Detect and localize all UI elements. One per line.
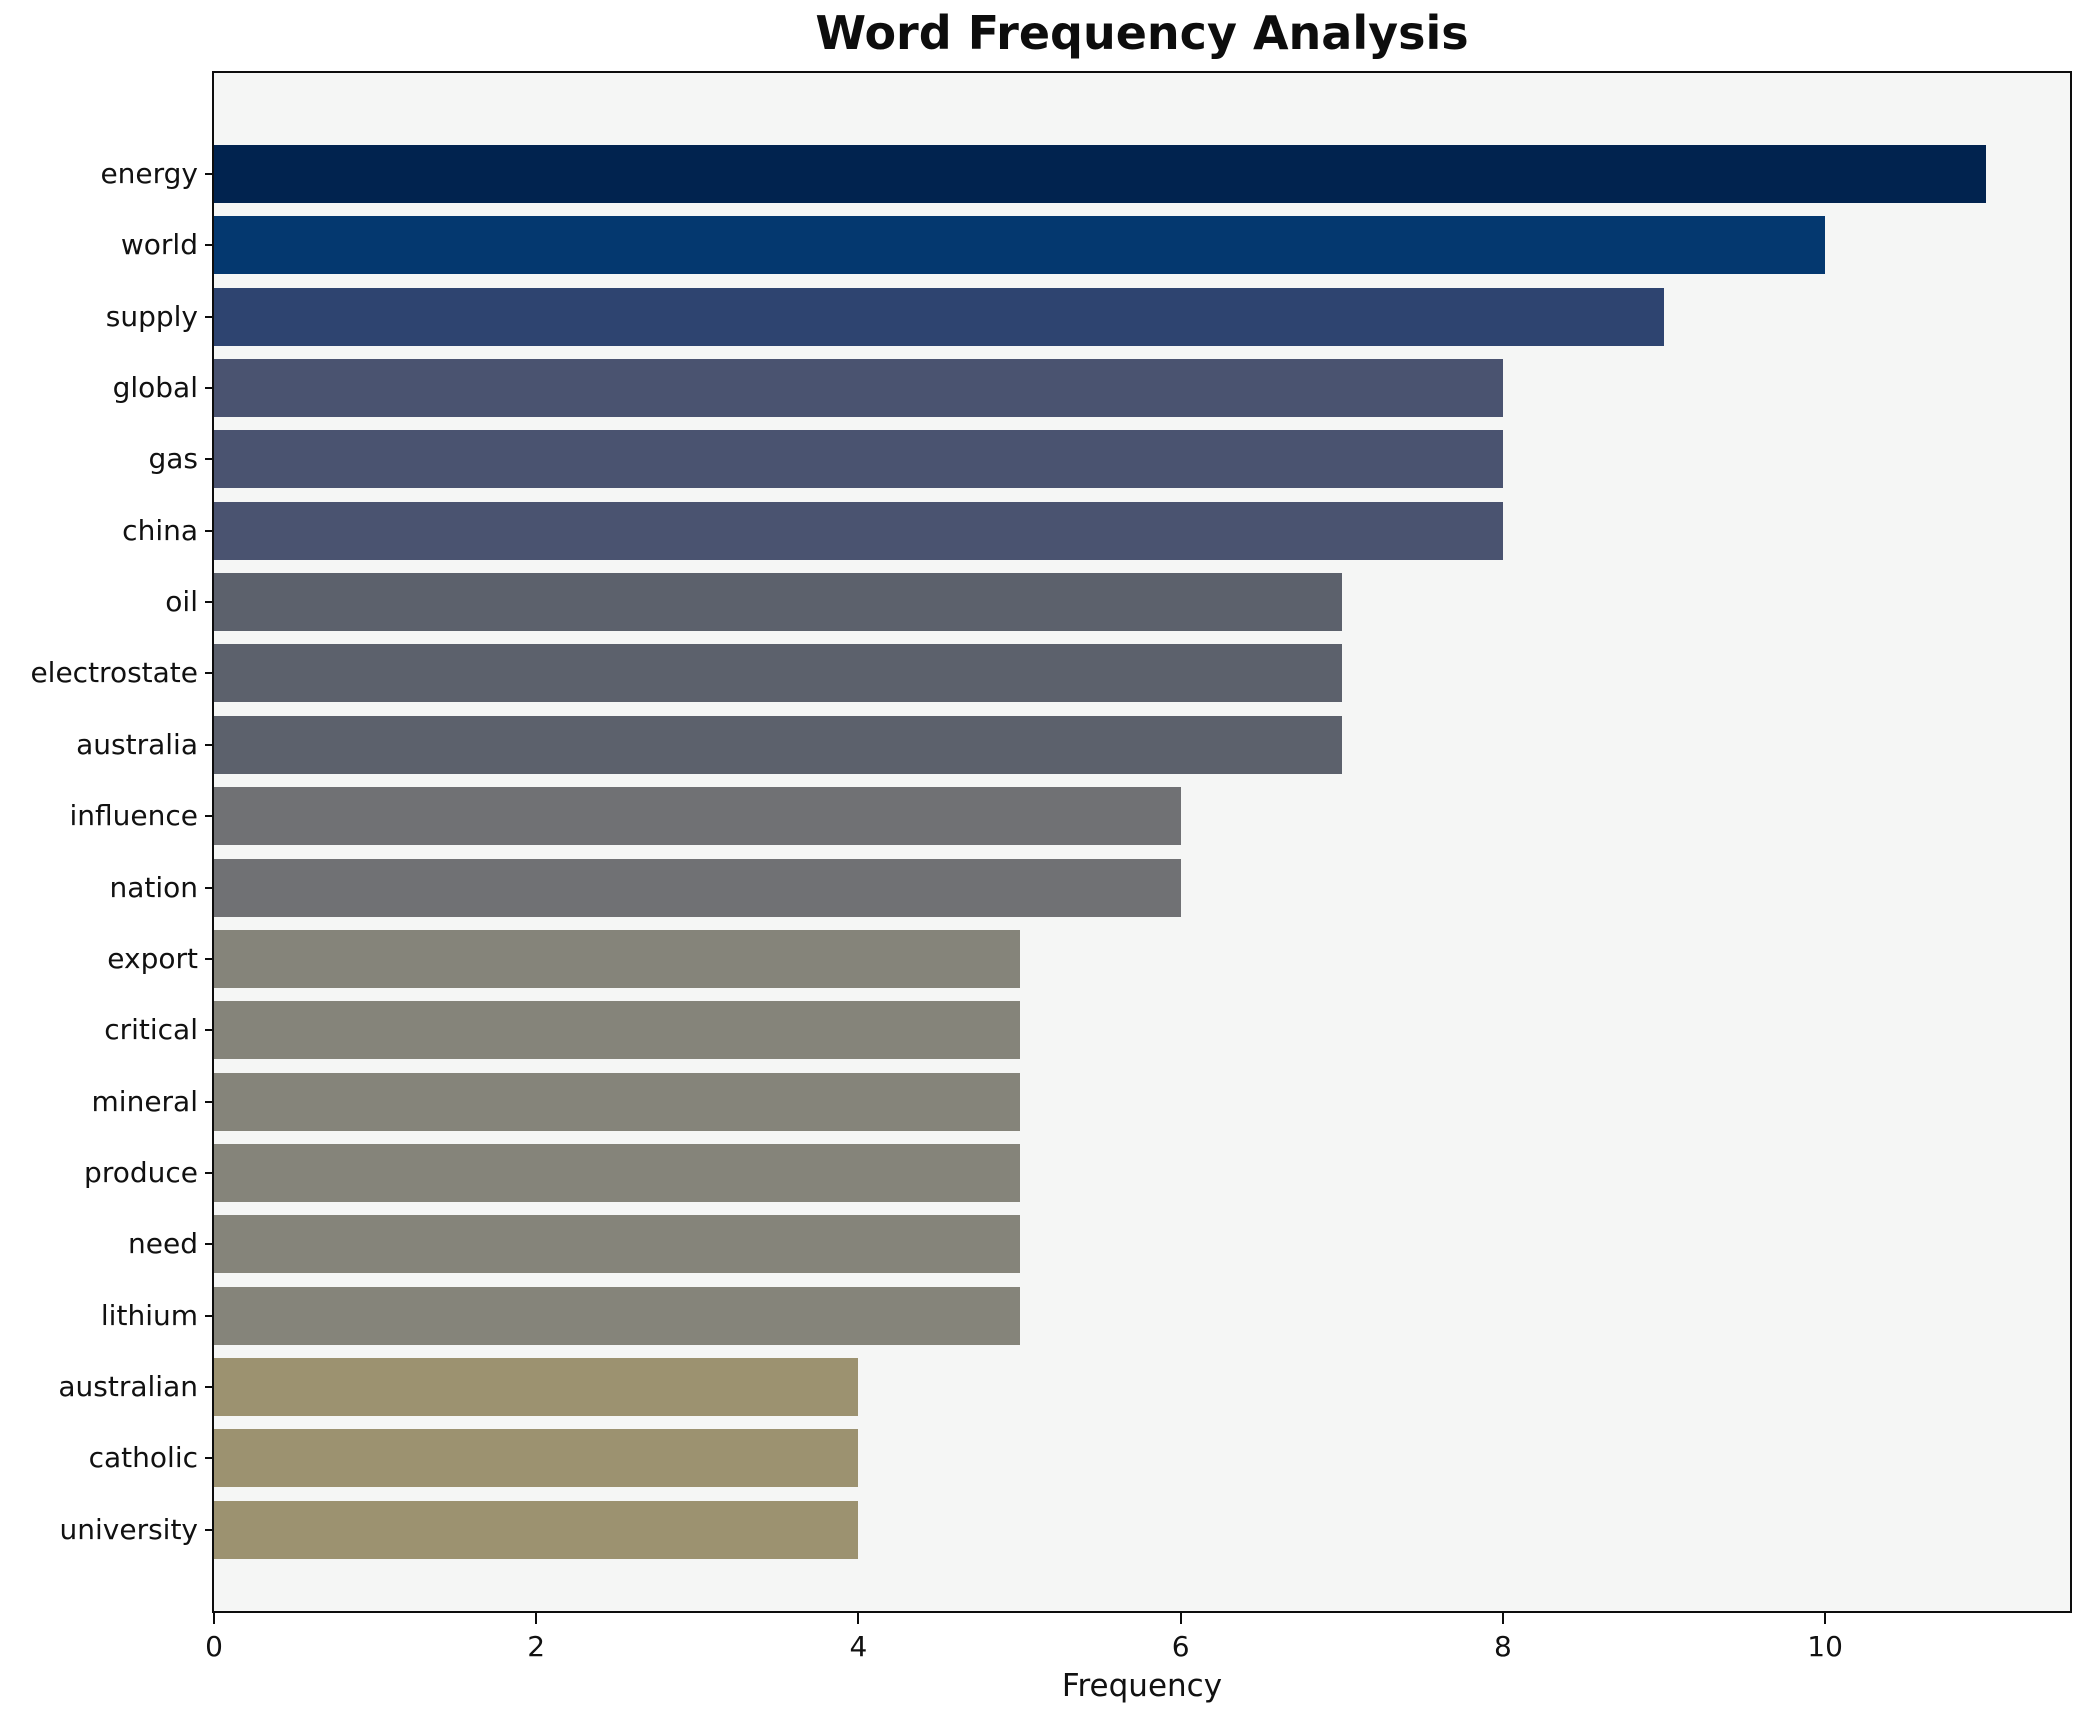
y-tick-mark [205,1314,214,1317]
x-tick-mark [1179,1613,1182,1624]
y-tick-mark [205,529,214,532]
y-tick-mark [205,743,214,746]
bar-critical [214,1001,1020,1060]
x-tick-label-2: 2 [527,1630,546,1663]
y-tick-mark [205,458,214,461]
bar-gas [214,430,1503,489]
y-tick-label-australian: australian [58,1369,198,1403]
x-axis-label: Frequency [1061,1668,1223,1704]
y-tick-label-electrostate: electrostate [30,656,198,690]
bar-nation [214,858,1181,917]
y-tick-mark [205,244,214,247]
bar-export [214,929,1020,988]
y-tick-label-energy: energy [100,157,198,190]
y-tick-label-oil: oil [165,585,198,619]
x-tick-mark [857,1613,860,1624]
y-tick-mark [205,387,214,390]
y-tick-mark [205,315,214,318]
bar-influence [214,787,1181,846]
chart-title: Word Frequency Analysis [815,6,1469,60]
y-tick-label-university: university [59,1512,199,1546]
x-tick-label-8: 8 [1493,1630,1512,1663]
bar-electrostate [214,644,1342,703]
y-tick-label-export: export [107,941,198,975]
bar-world [214,216,1826,275]
x-tick-mark [213,1613,215,1624]
x-tick-mark [1501,1613,1504,1624]
bar-china [214,501,1503,560]
bar-energy [214,145,1987,203]
bar-university [214,1500,859,1559]
bar-mineral [214,1072,1020,1131]
bar-australia [214,715,1342,774]
y-tick-mark [205,1385,214,1388]
y-tick-label-mineral: mineral [91,1084,198,1118]
y-tick-mark [205,1171,214,1174]
y-tick-mark [205,957,214,960]
bar-catholic [214,1429,859,1488]
y-tick-label-global: global [112,371,198,405]
y-tick-label-china: china [122,513,198,547]
y-tick-label-critical: critical [104,1013,198,1047]
x-tick-label-6: 6 [1171,1630,1190,1663]
x-tick-label-10: 10 [1807,1630,1843,1663]
y-tick-label-lithium: lithium [100,1298,198,1332]
y-tick-mark [205,1457,214,1460]
y-tick-mark [205,173,214,175]
y-tick-label-nation: nation [109,870,198,904]
y-tick-label-influence: influence [69,799,198,833]
x-tick-mark [535,1613,538,1624]
x-tick-mark [1824,1613,1827,1624]
bar-need [214,1215,1020,1274]
bar-produce [214,1143,1020,1202]
x-tick-label-0: 0 [205,1630,223,1663]
bar-australian [214,1357,859,1416]
y-tick-mark [205,1243,214,1246]
plot-area: energy world supply global gas china oil electr… [30,71,2072,1661]
y-tick-mark [205,1029,214,1032]
y-tick-label-supply: supply [105,299,198,333]
bar-supply [214,287,1664,346]
x-tick-label-4: 4 [849,1630,868,1663]
y-tick-mark [205,601,214,604]
y-tick-label-need: need [128,1227,198,1261]
y-tick-mark [205,886,214,889]
bar-oil [214,573,1342,632]
bar-lithium [214,1286,1020,1345]
y-tick-mark [205,1528,214,1531]
bar-global [214,359,1503,418]
y-tick-label-produce: produce [84,1155,198,1189]
y-tick-mark [205,815,214,818]
y-tick-mark [205,672,214,675]
y-tick-label-world: world [120,228,198,262]
y-tick-label-australia: australia [76,727,198,761]
y-tick-label-gas: gas [148,442,198,476]
y-tick-mark [205,1100,214,1103]
y-tick-label-catholic: catholic [88,1441,198,1475]
